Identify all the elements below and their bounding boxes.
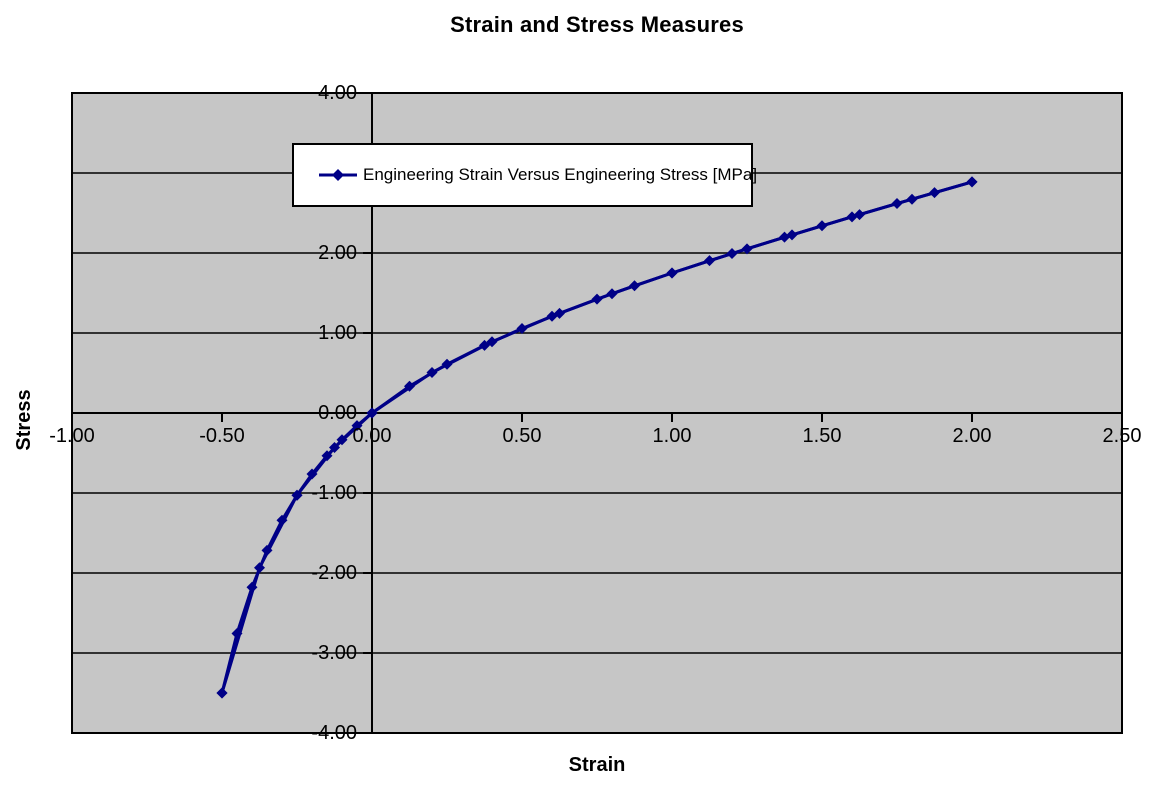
x-tick-label: 2.50 xyxy=(1102,425,1142,447)
x-tick-label: 0.50 xyxy=(502,425,542,447)
x-tick-label: 1.00 xyxy=(652,425,692,447)
data-point-marker xyxy=(704,255,715,267)
data-point-marker xyxy=(516,323,528,335)
data-point-marker xyxy=(216,687,228,699)
x-tick-label: -1.00 xyxy=(49,425,95,447)
data-point-marker xyxy=(254,562,265,574)
x-axis-title: Strain xyxy=(568,754,626,776)
data-point-marker xyxy=(554,307,565,319)
y-tick-label: -4.00 xyxy=(311,722,357,744)
data-point-marker xyxy=(329,441,340,453)
data-point-marker xyxy=(929,187,940,199)
data-point-marker xyxy=(779,231,790,243)
y-tick-label: 0.00 xyxy=(318,402,357,424)
data-point-marker xyxy=(891,198,903,210)
legend-line-marker-icon xyxy=(319,169,357,181)
x-tick-label: 1.50 xyxy=(802,425,842,447)
x-tick-label: 2.00 xyxy=(952,425,992,447)
y-tick-label: 2.00 xyxy=(318,242,357,264)
y-tick-label: -2.00 xyxy=(311,562,357,584)
data-point-marker xyxy=(966,176,978,188)
data-point-marker xyxy=(854,209,865,221)
legend-entry-label: Engineering Strain Versus Engineering St… xyxy=(363,165,758,184)
y-tick-label: 1.00 xyxy=(318,322,357,344)
data-point-marker xyxy=(441,358,453,370)
data-point-marker xyxy=(741,243,753,255)
x-tick-label: -0.50 xyxy=(199,425,245,447)
data-point-marker xyxy=(629,280,640,292)
legend: Engineering Strain Versus Engineering St… xyxy=(292,143,757,207)
y-tick-label: 4.00 xyxy=(318,82,357,104)
x-tick-label: 0.00 xyxy=(352,425,392,447)
data-point-marker xyxy=(479,339,490,351)
y-tick-label: -3.00 xyxy=(311,642,357,664)
data-point-marker xyxy=(816,220,828,232)
data-point-marker xyxy=(404,380,415,392)
data-point-marker xyxy=(291,489,303,501)
data-point-marker xyxy=(666,267,678,279)
data-point-marker xyxy=(366,407,378,419)
data-point-marker xyxy=(591,293,603,305)
chart-title: Strain and Stress Measures xyxy=(450,12,744,37)
y-tick-label: -1.00 xyxy=(311,482,357,504)
